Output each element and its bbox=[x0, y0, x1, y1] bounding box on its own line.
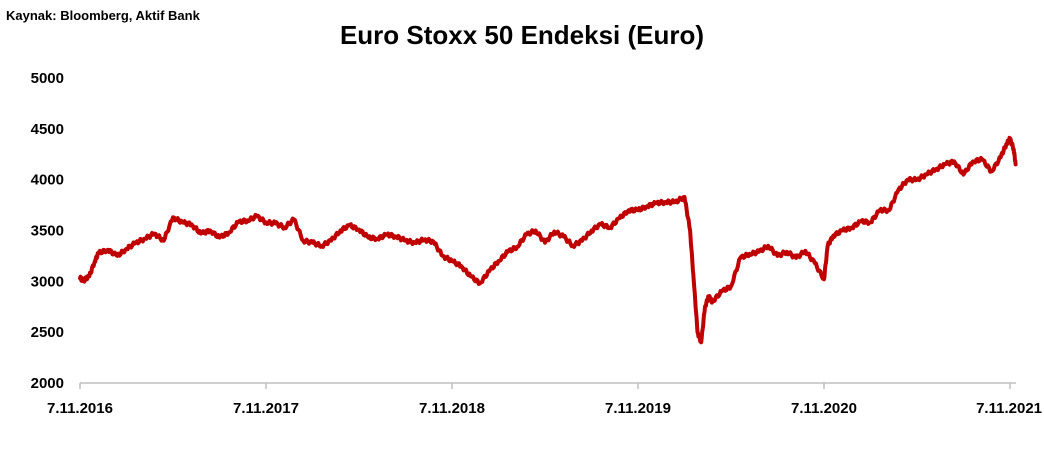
y-tick-label: 4500 bbox=[31, 121, 64, 138]
chart-title: Euro Stoxx 50 Endeksi (Euro) bbox=[339, 20, 705, 50]
x-tick-label: 7.11.2017 bbox=[233, 400, 299, 417]
y-tick-label: 4000 bbox=[31, 172, 64, 189]
x-tick-label: 7.11.2019 bbox=[605, 400, 671, 417]
x-tick-label: 7.11.2020 bbox=[791, 400, 857, 417]
source-note: Kaynak: Bloomberg, Aktif Bank bbox=[6, 8, 200, 23]
x-tick-label: 7.11.2021 bbox=[976, 400, 1042, 417]
series-line bbox=[78, 135, 1018, 345]
x-tick-label: 7.11.2018 bbox=[419, 400, 485, 417]
y-tick-label: 3000 bbox=[31, 273, 64, 290]
y-axis-ticks: 2000 2500 3000 3500 4000 4500 5000 bbox=[31, 70, 64, 392]
y-tick-label: 5000 bbox=[31, 70, 64, 87]
y-tick-label: 2000 bbox=[31, 375, 64, 392]
y-tick-label: 2500 bbox=[31, 324, 64, 341]
y-tick-label: 3500 bbox=[31, 223, 64, 240]
x-tick-label: 7.11.2016 bbox=[47, 400, 113, 417]
x-axis-ticks: 7.11.2016 7.11.2017 7.11.2018 7.11.2019 7.11… bbox=[47, 383, 1042, 417]
